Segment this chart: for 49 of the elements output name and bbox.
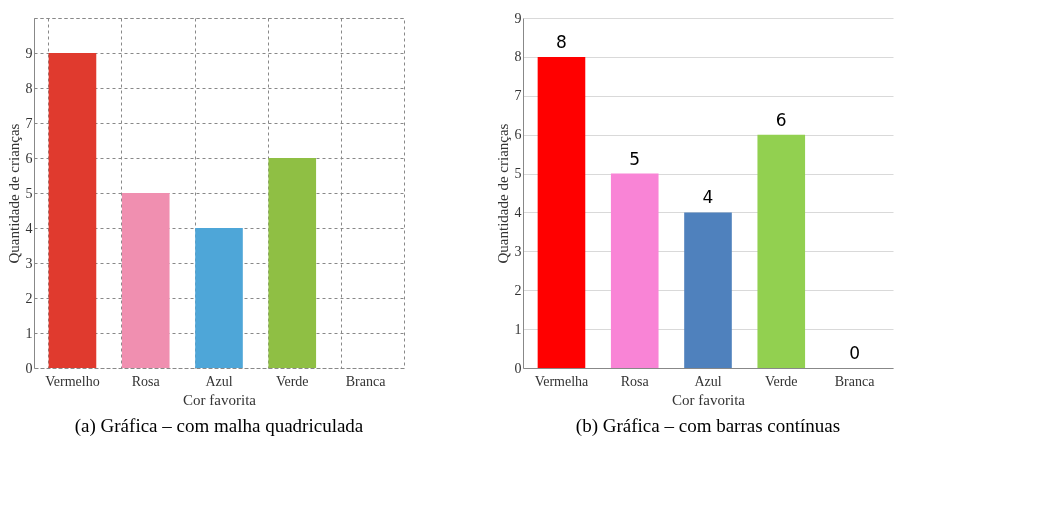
data-label: 8 <box>556 31 567 52</box>
y-tick-label: 0 <box>514 360 522 376</box>
bar <box>195 228 243 368</box>
y-tick-label: 0 <box>25 360 33 376</box>
y-tick-label: 8 <box>514 49 522 65</box>
y-tick-label: 8 <box>25 80 33 96</box>
y-axis-title: Quantidade de crianças <box>494 123 511 264</box>
data-label: 4 <box>702 187 714 208</box>
y-tick-label: 5 <box>514 166 522 182</box>
text: (b) Gráfica – com barras contínuas <box>575 415 841 437</box>
x-tick-label: Vermelho <box>45 373 100 389</box>
y-tick-label: 6 <box>514 127 522 143</box>
x-axis-title: Cor favorita <box>672 391 746 408</box>
y-tick-label: 7 <box>514 88 522 104</box>
y-tick-label: 4 <box>25 220 33 236</box>
bar <box>48 53 97 368</box>
y-tick-label: 4 <box>514 204 522 220</box>
x-tick-label: Branca <box>345 373 387 389</box>
data-label: 6 <box>775 109 787 130</box>
y-tick-label: 3 <box>25 255 33 271</box>
x-tick-label: Azul <box>205 373 233 389</box>
bar <box>268 158 317 368</box>
bar <box>537 56 586 368</box>
x-tick-label: Rosa <box>620 373 650 389</box>
y-tick-label: 9 <box>25 45 33 61</box>
y-tick-label: 3 <box>514 243 522 259</box>
x-tick-label: Vermelha <box>534 373 590 389</box>
x-tick-label: Azul <box>694 373 722 389</box>
bar <box>121 193 170 368</box>
y-tick-label: 2 <box>514 282 522 298</box>
y-tick-label: 1 <box>514 321 522 337</box>
data-label: 5 <box>629 148 641 169</box>
x-axis-title: Cor favorita <box>183 391 257 408</box>
text: (a) Gráfica – com malha quadriculada <box>74 415 364 437</box>
bar <box>610 173 659 368</box>
x-tick-label: Branca <box>834 373 876 389</box>
x-tick-label: Verde <box>764 373 798 389</box>
y-axis-title: Quantidade de crianças <box>5 123 22 264</box>
y-tick-label: 2 <box>25 290 33 306</box>
y-tick-label: 6 <box>25 150 33 166</box>
y-tick-label: 7 <box>25 115 33 131</box>
bar <box>757 134 806 368</box>
x-tick-label: Verde <box>275 373 309 389</box>
y-tick-label: 1 <box>25 325 33 341</box>
data-label: 0 <box>849 343 860 363</box>
y-tick-label: 9 <box>514 10 522 26</box>
y-tick-label: 5 <box>25 185 33 201</box>
bar <box>684 212 732 368</box>
x-tick-label: Rosa <box>131 373 161 389</box>
